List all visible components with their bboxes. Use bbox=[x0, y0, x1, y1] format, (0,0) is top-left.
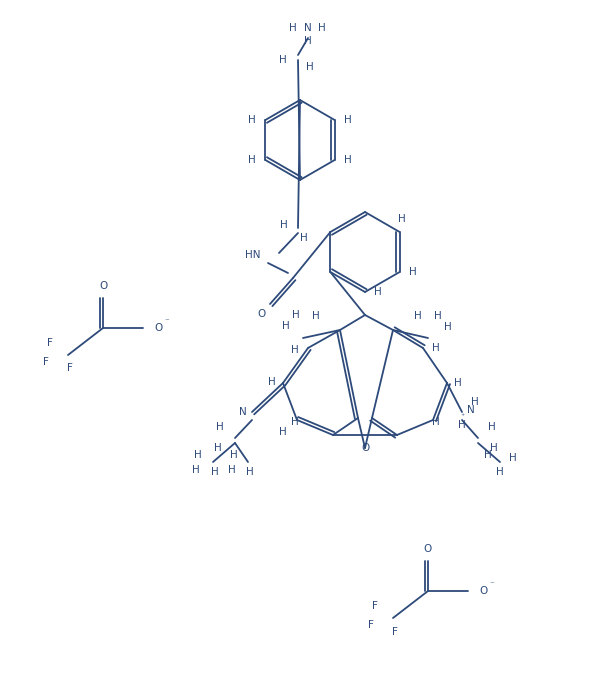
Text: F: F bbox=[43, 357, 49, 367]
Text: H: H bbox=[304, 36, 312, 46]
Text: H: H bbox=[268, 377, 276, 387]
Text: H: H bbox=[280, 220, 288, 230]
Text: H: H bbox=[458, 420, 466, 430]
Text: HN: HN bbox=[245, 250, 260, 260]
Text: H: H bbox=[318, 23, 326, 33]
Text: H: H bbox=[432, 343, 440, 353]
Text: H: H bbox=[344, 115, 352, 125]
Text: H: H bbox=[248, 115, 256, 125]
Text: O: O bbox=[257, 309, 265, 319]
Text: H: H bbox=[248, 155, 256, 165]
Text: H: H bbox=[230, 450, 238, 460]
Text: F: F bbox=[47, 338, 53, 348]
Text: O: O bbox=[479, 586, 487, 596]
Text: H: H bbox=[434, 311, 442, 321]
Text: H: H bbox=[409, 267, 417, 277]
Text: H: H bbox=[432, 417, 440, 427]
Text: H: H bbox=[291, 417, 299, 427]
Text: H: H bbox=[312, 311, 320, 321]
Text: H: H bbox=[490, 443, 498, 453]
Text: H: H bbox=[454, 378, 462, 388]
Text: H: H bbox=[291, 345, 299, 355]
Text: H: H bbox=[509, 453, 517, 463]
Text: F: F bbox=[368, 620, 374, 630]
Text: H: H bbox=[344, 155, 352, 165]
Text: H: H bbox=[246, 467, 254, 477]
Text: H: H bbox=[496, 467, 504, 477]
Text: H: H bbox=[484, 450, 492, 460]
Text: H: H bbox=[214, 443, 222, 453]
Text: H: H bbox=[444, 322, 452, 332]
Text: F: F bbox=[67, 363, 73, 373]
Text: H: H bbox=[279, 427, 287, 437]
Text: N: N bbox=[467, 405, 475, 415]
Text: H: H bbox=[292, 310, 300, 320]
Text: N: N bbox=[239, 407, 247, 417]
Text: F: F bbox=[392, 627, 398, 637]
Text: H: H bbox=[282, 321, 290, 331]
Text: O: O bbox=[424, 544, 432, 554]
Text: H: H bbox=[306, 62, 314, 72]
Text: H: H bbox=[289, 23, 297, 33]
Text: H: H bbox=[228, 465, 236, 475]
Text: ⁺: ⁺ bbox=[460, 412, 464, 421]
Text: ⁻: ⁻ bbox=[489, 580, 494, 589]
Text: H: H bbox=[216, 422, 224, 432]
Text: H: H bbox=[192, 465, 200, 475]
Text: N: N bbox=[304, 23, 312, 33]
Text: H: H bbox=[300, 233, 308, 243]
Text: H: H bbox=[211, 467, 219, 477]
Text: H: H bbox=[488, 422, 496, 432]
Text: O: O bbox=[154, 323, 162, 333]
Text: F: F bbox=[372, 601, 378, 611]
Text: H: H bbox=[414, 311, 422, 321]
Text: H: H bbox=[398, 214, 405, 224]
Text: H: H bbox=[374, 287, 382, 297]
Text: O: O bbox=[361, 443, 369, 453]
Text: ⁻: ⁻ bbox=[164, 317, 169, 327]
Text: H: H bbox=[279, 55, 287, 65]
Text: O: O bbox=[99, 281, 107, 291]
Text: H: H bbox=[194, 450, 202, 460]
Text: H: H bbox=[471, 397, 479, 407]
